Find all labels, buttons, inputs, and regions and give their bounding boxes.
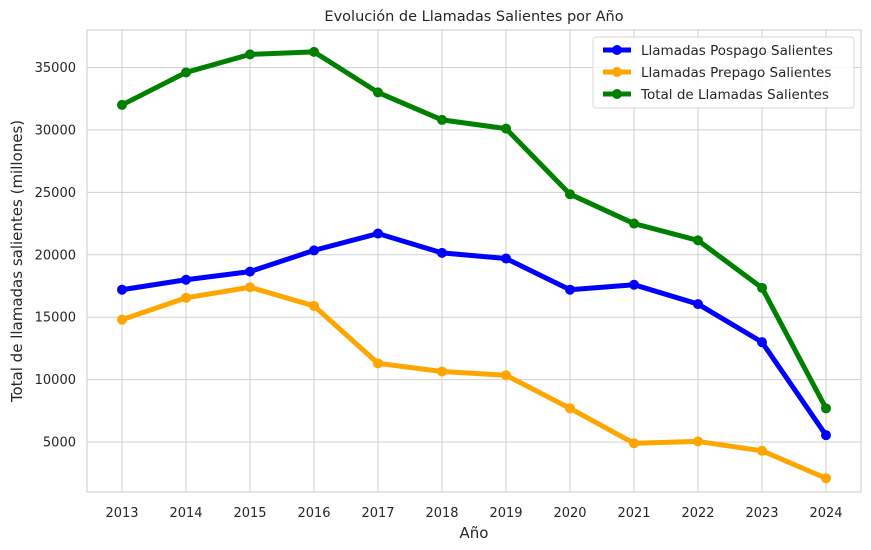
legend-label: Llamadas Prepago Salientes <box>641 65 831 81</box>
series-1 <box>117 228 831 441</box>
data-point <box>693 235 703 246</box>
data-point <box>181 67 191 78</box>
data-point <box>117 284 127 295</box>
plot-area-frame <box>86 29 862 493</box>
data-point <box>245 266 255 277</box>
chart-title: Evolución de Llamadas Salientes por Año <box>324 9 623 25</box>
series-3 <box>117 46 831 414</box>
data-point <box>309 300 319 311</box>
data-point <box>757 337 767 348</box>
x-tick-label: 2019 <box>489 506 522 521</box>
data-point <box>245 49 255 60</box>
data-point <box>693 299 703 310</box>
y-tick-label: 15000 <box>35 311 76 326</box>
data-point <box>565 284 575 295</box>
legend-item: Llamadas Prepago Salientes <box>603 65 831 81</box>
data-point <box>501 253 511 264</box>
y-tick-label: 20000 <box>35 248 76 263</box>
x-tick-label: 2020 <box>553 506 586 521</box>
legend-swatch-marker <box>612 89 622 99</box>
data-point <box>181 292 191 303</box>
y-tick-label: 5000 <box>43 436 76 451</box>
x-axis-ticks: 2013 2014 2015 2016 2017 2018 2019 2020 2021 2022… <box>105 506 842 521</box>
data-point <box>501 370 511 381</box>
x-tick-label: 2013 <box>105 506 138 521</box>
legend-item: Total de Llamadas Salientes <box>603 87 829 103</box>
legend: Llamadas Pospago Salientes Llamadas Prepa… <box>592 36 855 109</box>
series-line <box>119 231 829 438</box>
legend-label: Total de Llamadas Salientes <box>640 87 829 103</box>
x-tick-label: 2015 <box>233 506 266 521</box>
data-point <box>181 274 191 285</box>
data-point <box>821 473 831 484</box>
legend-item: Llamadas Pospago Salientes <box>603 43 833 59</box>
data-point <box>629 218 639 229</box>
data-point <box>629 438 639 449</box>
data-point <box>437 366 447 377</box>
data-point <box>373 87 383 98</box>
x-tick-label: 2023 <box>745 506 778 521</box>
x-tick-label: 2014 <box>169 506 202 521</box>
x-tick-label: 2016 <box>297 506 330 521</box>
legend-box <box>592 36 855 109</box>
y-tick-label: 10000 <box>35 373 76 388</box>
legend-swatch-marker <box>612 45 622 55</box>
x-tick-label: 2017 <box>361 506 394 521</box>
data-point <box>821 403 831 414</box>
data-point <box>117 314 127 325</box>
series-line <box>119 49 829 411</box>
x-tick-label: 2024 <box>809 506 842 521</box>
data-point <box>565 189 575 200</box>
data-point <box>437 114 447 125</box>
y-axis-label: Total de llamadas salientes (millones) <box>8 120 26 403</box>
x-tick-label: 2018 <box>425 506 458 521</box>
data-point <box>821 430 831 441</box>
data-point <box>373 358 383 369</box>
legend-label: Llamadas Pospago Salientes <box>641 43 833 59</box>
data-point <box>309 245 319 256</box>
y-tick-label: 35000 <box>35 61 76 76</box>
data-point <box>373 228 383 239</box>
x-axis-label: Año <box>460 524 489 542</box>
data-point <box>693 436 703 447</box>
x-tick-label: 2021 <box>617 506 650 521</box>
x-tick-label: 2022 <box>681 506 714 521</box>
series-2 <box>117 282 831 484</box>
series-line <box>119 284 829 481</box>
data-point <box>629 279 639 290</box>
y-tick-label: 30000 <box>35 123 76 138</box>
y-tick-label: 25000 <box>35 186 76 201</box>
data-point <box>245 282 255 293</box>
data-point <box>757 282 767 293</box>
data-point <box>501 123 511 134</box>
legend-swatch-marker <box>612 67 622 77</box>
data-point <box>437 247 447 258</box>
y-axis-ticks: 5000 10000 15000 20000 25000 30000 35000 <box>35 61 76 451</box>
data-point <box>757 445 767 456</box>
data-point <box>309 46 319 57</box>
data-point <box>565 403 575 414</box>
data-point <box>117 99 127 110</box>
series-lines <box>117 46 831 484</box>
